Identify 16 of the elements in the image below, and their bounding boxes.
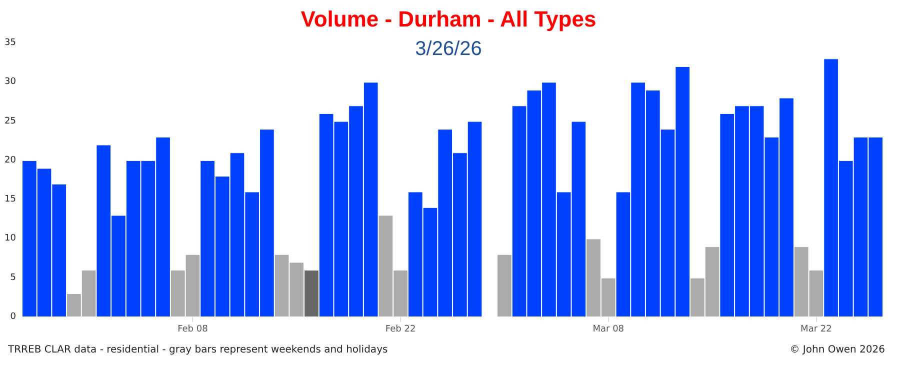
chart-subtitle: 3/26/26 [415,38,482,60]
y-tick-label: 30 [4,77,16,88]
text: © John Owen 2026 [790,344,886,356]
chart-title: Volume - Durham - All Types [300,6,596,32]
x-tick-label: Mar 08 [592,324,624,334]
x-tick-label: Feb 22 [385,324,416,334]
y-tick-label: 5 [10,272,16,283]
text: TRREB CLAR data - residential - gray bars represent weekends and holidays [7,344,388,356]
y-tick-label: 20 [4,155,16,166]
y-tick-label: 25 [4,116,16,126]
x-tick-label: Mar 22 [800,324,832,334]
y-tick-label: 15 [4,194,16,205]
y-tick-label: 35 [4,38,16,48]
x-tick-label: Feb 08 [178,324,208,334]
y-tick-label: 0 [10,312,16,322]
y-tick-label: 10 [4,234,16,244]
